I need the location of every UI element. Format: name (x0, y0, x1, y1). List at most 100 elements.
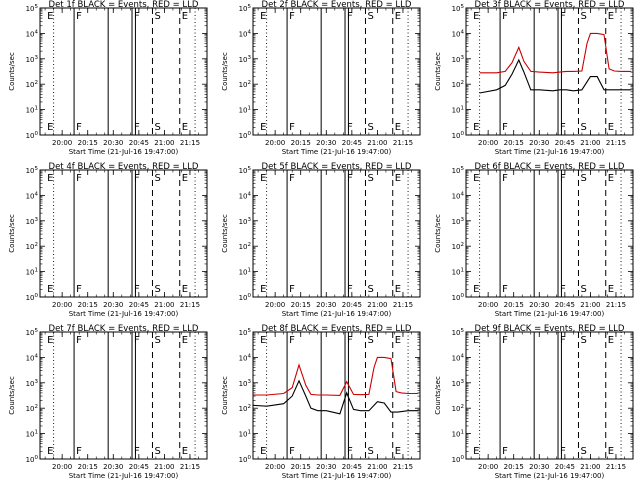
x-tick-label: 20:00 (478, 301, 498, 309)
plot-frame (252, 169, 421, 298)
marker-label: E (47, 446, 53, 457)
marker-label-top: F (560, 335, 566, 346)
y-tick-label: 101 (26, 430, 38, 439)
y-tick-label: 104 (452, 191, 465, 200)
marker-label-top: E (395, 173, 401, 184)
y-tick-label: 102 (26, 80, 38, 89)
marker-label-top: E (395, 335, 401, 346)
y-tick-label: 101 (26, 268, 38, 277)
x-axis-label: Start Time (21-Jul-16 19:47:00) (282, 310, 392, 318)
y-tick-label: 104 (26, 29, 39, 38)
marker-label-top: E (608, 173, 614, 184)
marker-label: F (502, 446, 508, 457)
y-tick-label: 103 (26, 379, 39, 388)
y-tick-label: 100 (452, 131, 465, 140)
x-tick-label: 20:00 (265, 463, 285, 471)
x-tick-label: 21:00 (367, 463, 387, 471)
x-tick-label: 21:15 (393, 139, 413, 147)
panel-title: Det 8f BLACK = Events, RED = LLD (262, 324, 412, 334)
marker-label-top: S (580, 173, 586, 184)
marker-label-top: E (473, 335, 479, 346)
panel-title: Det 4f BLACK = Events, RED = LLD (49, 162, 199, 172)
x-tick-label: 20:30 (529, 139, 549, 147)
x-tick-label: 21:00 (154, 139, 174, 147)
marker-label: E (47, 122, 53, 133)
x-tick-label: 21:15 (180, 139, 200, 147)
marker-label: S (154, 122, 160, 133)
y-tick-label: 104 (452, 353, 465, 362)
plot-frame (39, 169, 208, 298)
y-tick-label: 101 (239, 106, 251, 115)
x-tick-label: 20:30 (316, 463, 336, 471)
marker-label: F (76, 446, 82, 457)
series-line-events (252, 379, 419, 415)
marker-label: F (134, 446, 140, 457)
y-tick-label: 102 (239, 80, 251, 89)
x-tick-label: 20:30 (103, 301, 123, 309)
marker-label-top: F (560, 173, 566, 184)
marker-label-top: S (367, 173, 373, 184)
x-tick-label: 21:15 (393, 301, 413, 309)
marker-label: F (560, 284, 566, 295)
y-axis-label: Counts/sec (434, 376, 442, 415)
panel-title: Det 6f BLACK = Events, RED = LLD (475, 162, 625, 172)
marker-label: E (608, 446, 614, 457)
y-tick-label: 104 (26, 191, 39, 200)
marker-label-top: E (260, 173, 266, 184)
y-tick-label: 104 (26, 353, 39, 362)
x-tick-label: 20:15 (78, 301, 98, 309)
series-line-lld (479, 32, 632, 74)
marker-label: S (580, 446, 586, 457)
marker-label-top: F (134, 173, 140, 184)
x-tick-label: 20:30 (529, 463, 549, 471)
marker-label-top: S (154, 11, 160, 22)
y-tick-label: 100 (26, 455, 39, 464)
marker-label-top: S (367, 11, 373, 22)
marker-label-top: E (182, 335, 188, 346)
x-tick-label: 20:45 (555, 139, 575, 147)
marker-label: E (473, 446, 479, 457)
y-axis-label: Counts/sec (434, 52, 442, 91)
x-axis-label: Start Time (21-Jul-16 19:47:00) (282, 472, 392, 480)
marker-label-top: F (502, 335, 508, 346)
y-tick-label: 104 (452, 29, 465, 38)
marker-label-top: F (76, 11, 82, 22)
marker-label: F (76, 122, 82, 133)
y-tick-label: 105 (452, 328, 465, 337)
y-axis-label: Counts/sec (8, 376, 16, 415)
series-line-events (479, 58, 632, 94)
series-line-lld (253, 356, 419, 396)
x-tick-label: 21:00 (367, 139, 387, 147)
x-axis-label: Start Time (21-Jul-16 19:47:00) (495, 148, 605, 156)
y-tick-label: 100 (239, 293, 252, 302)
panel-1: Det 1f BLACK = Events, RED = LLD 100 101 10… (8, 0, 208, 156)
marker-label: E (608, 122, 614, 133)
x-tick-label: 20:15 (504, 139, 524, 147)
marker-label-top: E (47, 335, 53, 346)
marker-label: F (347, 284, 353, 295)
x-tick-label: 21:15 (606, 301, 626, 309)
marker-label-top: F (289, 335, 295, 346)
y-tick-label: 102 (239, 404, 251, 413)
y-tick-label: 105 (239, 328, 252, 337)
x-axis-label: Start Time (21-Jul-16 19:47:00) (69, 472, 179, 480)
plot-frame (465, 7, 634, 136)
y-tick-label: 105 (239, 4, 252, 13)
y-tick-label: 102 (26, 404, 38, 413)
x-tick-label: 20:00 (478, 139, 498, 147)
marker-label-top: S (154, 335, 160, 346)
plot-frame (39, 331, 208, 460)
x-tick-label: 20:30 (529, 301, 549, 309)
marker-label: F (289, 446, 295, 457)
marker-label: S (367, 284, 373, 295)
marker-label: F (347, 122, 353, 133)
panel-6: Det 6f BLACK = Events, RED = LLD 100 101 10… (434, 162, 634, 318)
plot-frame (39, 7, 208, 136)
y-tick-label: 105 (26, 166, 39, 175)
y-axis-label: Counts/sec (434, 214, 442, 253)
panel-title: Det 7f BLACK = Events, RED = LLD (49, 324, 199, 334)
marker-label: E (473, 284, 479, 295)
marker-label-top: E (608, 335, 614, 346)
x-axis-label: Start Time (21-Jul-16 19:47:00) (495, 310, 605, 318)
panel-8: Det 8f BLACK = Events, RED = LLD 100 101 10… (221, 324, 421, 480)
